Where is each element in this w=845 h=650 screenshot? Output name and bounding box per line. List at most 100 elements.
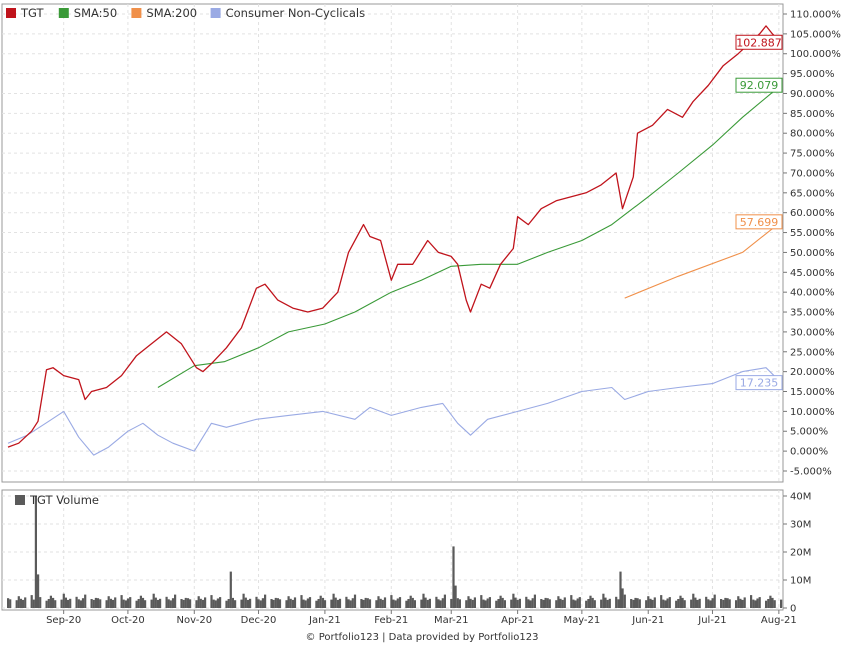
legend-label: TGT [20,6,45,20]
volume-bar [458,599,461,608]
volume-bar [182,599,185,608]
volume-bar [345,596,348,608]
volume-bar [495,600,498,608]
volume-bar [30,595,33,608]
volume-bar [743,597,746,608]
volume-bar [214,600,217,608]
volume-bar [210,595,213,608]
volume-bar [754,600,757,608]
volume-bar [548,599,551,608]
last-value-flag [735,214,783,230]
volume-bar [334,597,337,608]
x-tick-label: Mar-21 [434,615,469,626]
volume-bar [353,594,357,608]
volume-bar [9,599,12,608]
volume-bar [126,598,130,608]
volume-bar [645,600,648,608]
volume-bar [244,597,247,608]
volume-bar [428,598,431,608]
volume-bar [619,571,622,608]
volume-bar [480,595,483,608]
volume-bar [75,596,78,608]
volume-bar [570,595,573,608]
volume-bar [722,599,725,608]
volume-bar [360,599,363,608]
volume-bar [39,597,42,608]
y-tick-label: 90.000% [790,89,835,100]
volume-bar [137,599,140,608]
volume-bar [212,599,215,608]
volume-bar [216,598,219,608]
volume-bar [698,598,701,608]
volume-bar [338,598,342,608]
volume-bar [735,600,738,608]
volume-bar [90,599,93,608]
volume-bar [422,593,425,608]
y-tick-label: 20.000% [790,367,835,378]
volume-bar [630,599,633,608]
volume-bar [381,599,384,608]
x-tick-label: Apr-21 [501,615,534,626]
last-value-label: 57.699 [740,216,779,229]
volume-bar [323,600,327,608]
legend-swatch [58,8,69,18]
volume-bar [17,596,20,608]
y-tick-label: 105.000% [790,29,841,40]
volume-bar [533,594,536,608]
axis-layer: 110.000% 105.000% 100.000% 95.000% 90.000% 85… [46,10,841,627]
volume-bar [261,598,264,608]
volume-bar [366,598,369,608]
volume-bar [52,597,55,608]
volume-bar [664,600,667,608]
main-panel-frame [1,3,784,483]
x-tick-label: Aug-21 [761,615,797,626]
volume-bar [572,599,575,608]
volume-bar [124,600,127,608]
volume-bar [499,595,502,608]
volume-bar [19,598,22,608]
volume-bar [662,599,665,608]
volume-bar [317,599,320,608]
volume-bar [383,597,387,608]
y-tick-label: 40.000% [790,288,835,299]
volume-bar [516,599,519,608]
x-tick-label: Sep-20 [46,615,81,626]
volume-bar [750,595,753,608]
volume-bar [37,574,40,608]
volume-bar [94,597,97,608]
x-tick-label: Oct-20 [111,615,145,626]
volume-bar [486,598,489,608]
volume-bar [204,597,207,608]
volume-bar [375,600,378,608]
volume-bar [289,598,292,608]
y-tick-label: 70.000% [790,168,835,179]
volume-bar [473,597,476,608]
volume-bar [456,598,459,608]
y-tick-label: 0.000% [790,447,828,458]
volume-bar [264,594,267,608]
volume-bar [152,593,155,608]
volume-bar [561,599,564,608]
volume-bar [604,597,607,608]
volume-bar [225,600,228,608]
series-line-sma-50 [157,84,782,388]
volume-bar [122,599,125,608]
y-tick-label: 95.000% [790,69,835,80]
volume-bar [257,599,260,608]
volume-bar [437,599,440,608]
volume-bar [574,600,577,608]
volume-bar [634,597,637,608]
volume-bar [621,588,624,608]
y-tick-label: 45.000% [790,268,835,279]
volume-bar [752,599,755,608]
last-value-label: 102.887 [736,36,782,49]
volume-bar [111,599,115,608]
volume-bar [379,598,382,608]
volume-legend-swatch [15,495,25,505]
x-tick-label: May-21 [563,615,600,626]
volume-bar [694,597,697,608]
volume-bar [227,599,230,608]
volume-bar [651,599,654,608]
volume-bar [167,599,170,608]
volume-bar [497,599,500,608]
